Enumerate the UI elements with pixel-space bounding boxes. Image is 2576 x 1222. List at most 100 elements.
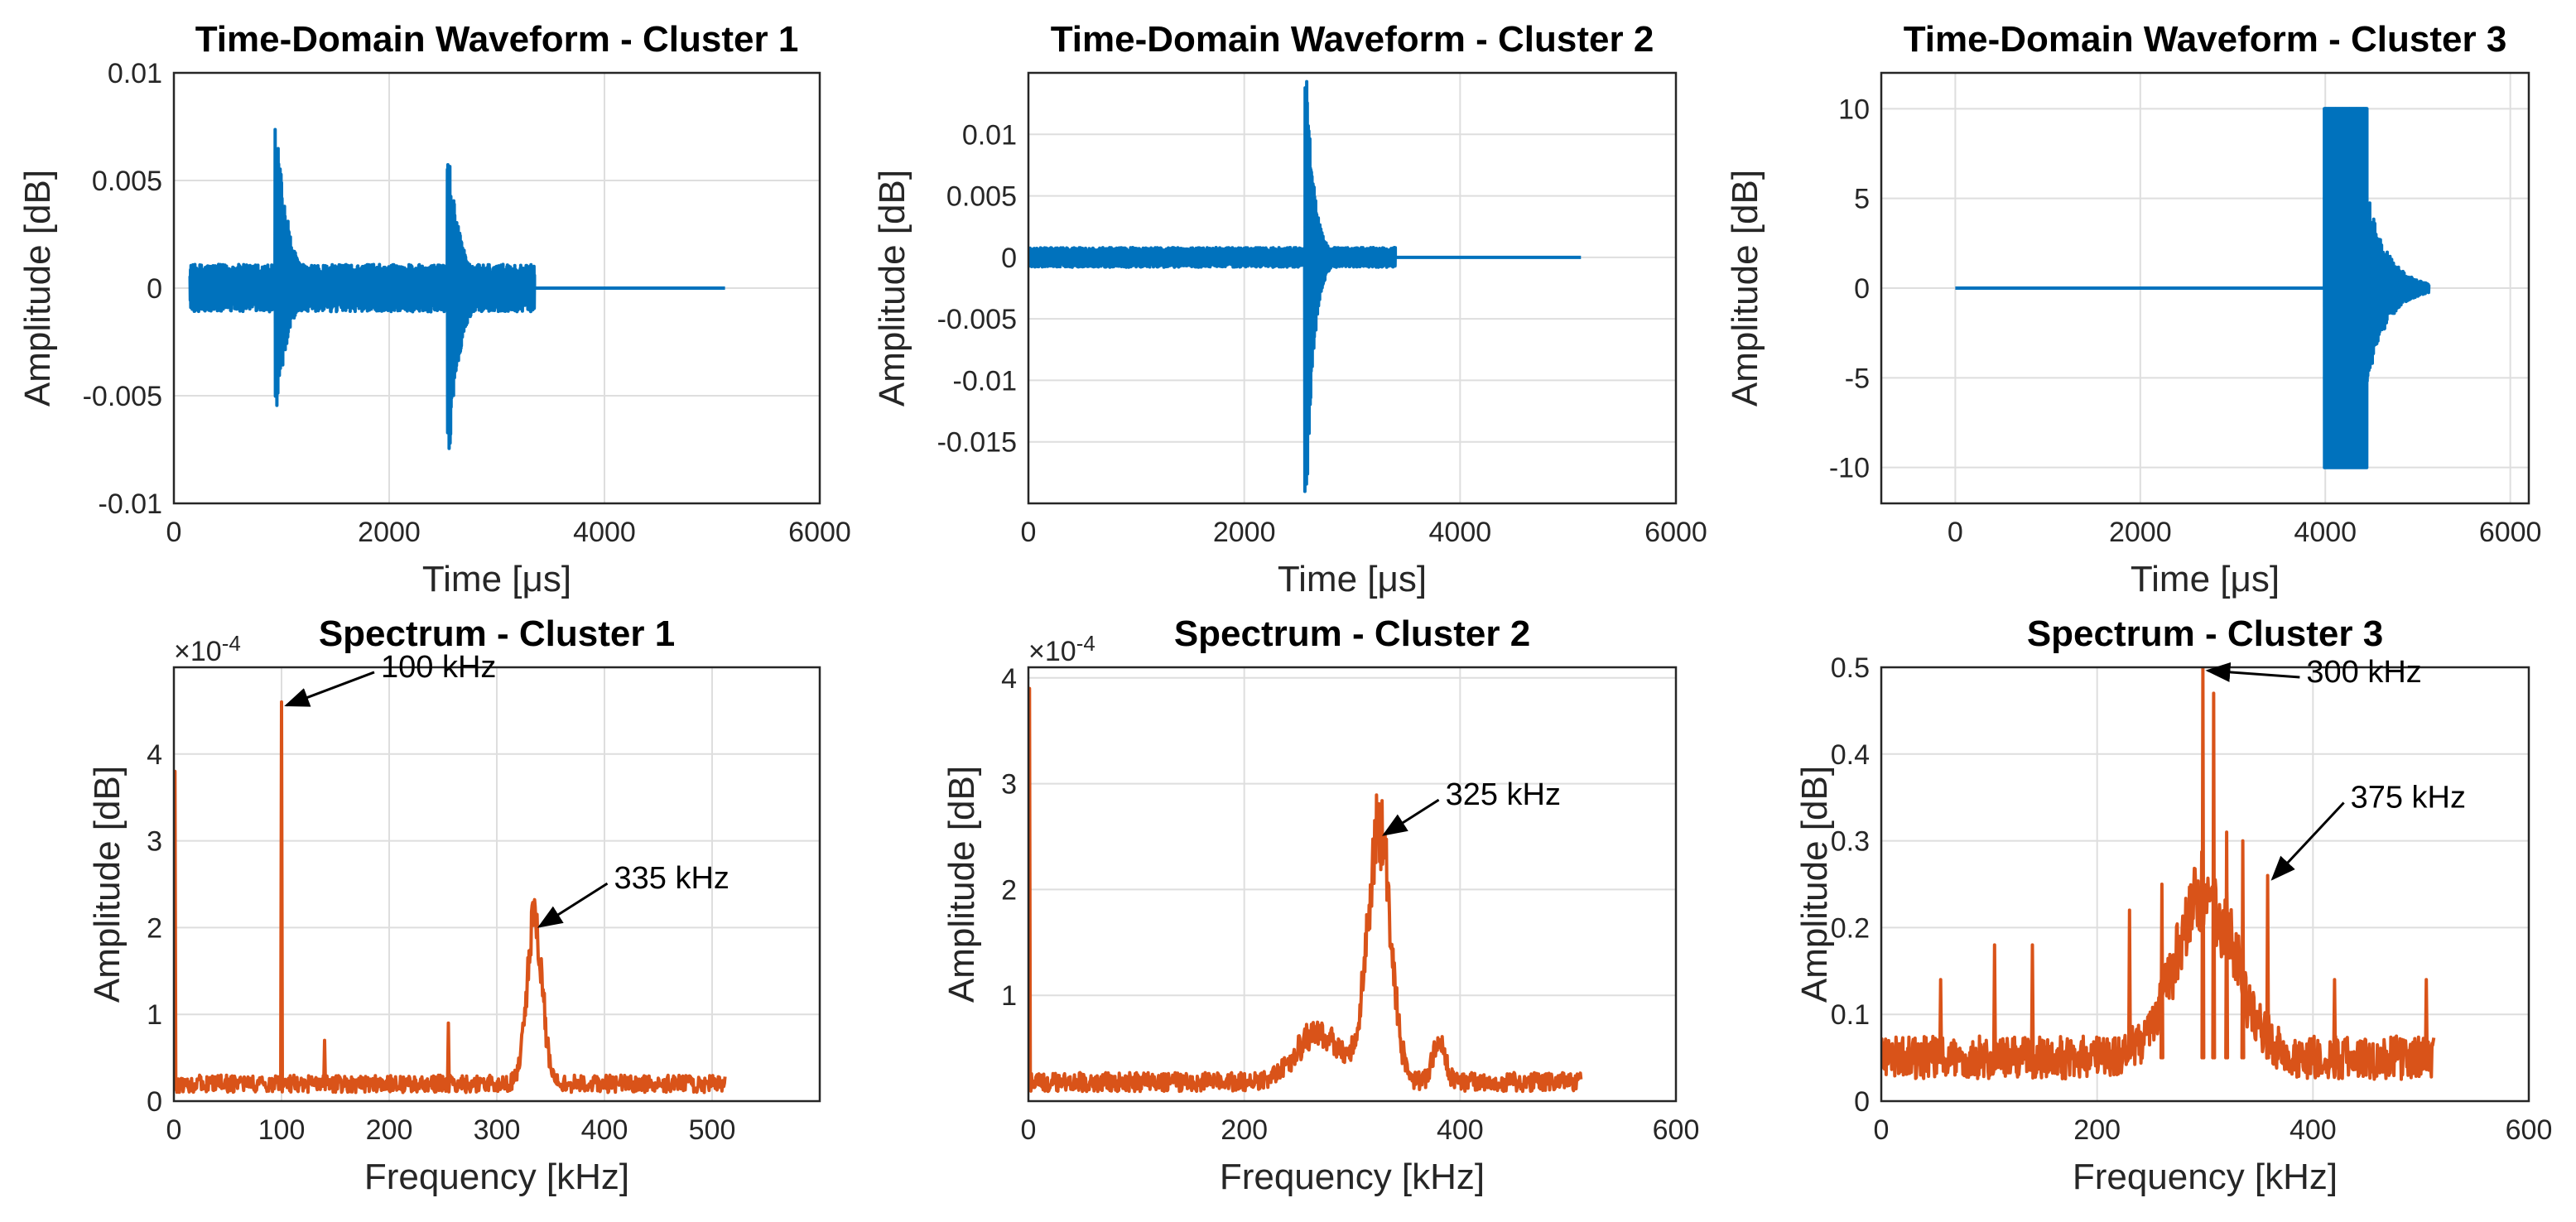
y-tick-label: 0.2 bbox=[1831, 912, 1870, 944]
x-tick-label: 0 bbox=[1021, 1114, 1037, 1146]
x-tick-label: 6000 bbox=[1644, 517, 1707, 548]
subplot-4: 0 100 200 300 400 500 0 1 2 3 4 Spectrum - Cluster … bbox=[87, 613, 821, 1197]
annotation-arrow bbox=[1382, 798, 1440, 836]
y-tick-label: 0.3 bbox=[1831, 826, 1870, 858]
y-tick-label: 0.005 bbox=[946, 181, 1017, 213]
axes-box bbox=[1880, 666, 2530, 1103]
y-tick-label: 0 bbox=[1854, 273, 1870, 305]
y-exponent-label: ×10-4 bbox=[1028, 631, 1095, 667]
annotation-arrow bbox=[2270, 801, 2345, 881]
chart-title: Time-Domain Waveform - Cluster 1 bbox=[195, 19, 799, 60]
annotation-label: 100 kHz bbox=[381, 650, 496, 685]
x-tick-label: 4000 bbox=[1429, 517, 1492, 548]
axes-box bbox=[1027, 666, 1678, 1103]
x-axis-label: Time [μs] bbox=[2131, 559, 2280, 599]
y-tick-label: 0.5 bbox=[1831, 652, 1870, 684]
x-axis-label: Frequency [kHz] bbox=[2073, 1157, 2338, 1197]
chart-title: Spectrum - Cluster 3 bbox=[2027, 613, 2383, 654]
y-tick-label: 0 bbox=[1854, 1086, 1870, 1118]
y-tick-label: 4 bbox=[147, 739, 162, 771]
x-tick-label: 2000 bbox=[1213, 517, 1276, 548]
y-tick-label: 5 bbox=[1854, 184, 1870, 215]
y-axis-label: Amplitude [dB] bbox=[872, 170, 912, 407]
x-axis-label: Frequency [kHz] bbox=[1220, 1157, 1485, 1197]
axes-box bbox=[172, 666, 821, 1103]
data-trace bbox=[1028, 79, 1582, 493]
y-tick-label: 2 bbox=[147, 912, 162, 944]
subplot-3: 0 2000 4000 6000 -10 -5 0 5 10 Time-Domain Wavefo… bbox=[1725, 19, 2541, 599]
data-trace bbox=[188, 127, 725, 450]
y-tick-label: -10 bbox=[1829, 453, 1870, 484]
y-axis-label: Amplitude [dB] bbox=[941, 766, 982, 1003]
annotation-label: 300 kHz bbox=[2306, 655, 2421, 690]
x-tick-label: 400 bbox=[581, 1114, 628, 1146]
y-tick-label: 4 bbox=[1001, 663, 1017, 695]
y-axis-label: Amplitude [dB] bbox=[17, 170, 58, 407]
x-tick-label: 500 bbox=[689, 1114, 736, 1146]
x-tick-label: 0 bbox=[1948, 517, 1963, 548]
chart-title: Time-Domain Waveform - Cluster 3 bbox=[1904, 19, 2507, 60]
x-tick-label: 400 bbox=[2290, 1114, 2337, 1146]
data-trace bbox=[1881, 667, 2436, 1081]
y-exponent-label: ×10-4 bbox=[174, 631, 241, 667]
y-axis-label: Amplitude [dB] bbox=[1794, 766, 1835, 1003]
subplot-1: 0 2000 4000 6000 -0.01 -0.005 0 0.005 0.01 Time-D… bbox=[17, 19, 851, 599]
y-tick-label: -0.005 bbox=[937, 304, 1017, 335]
x-tick-label: 300 bbox=[474, 1114, 521, 1146]
y-tick-label: -0.015 bbox=[937, 427, 1017, 459]
x-tick-label: 6000 bbox=[788, 517, 851, 548]
data-trace bbox=[174, 700, 727, 1095]
y-tick-label: -0.005 bbox=[83, 381, 162, 412]
x-tick-label: 2000 bbox=[2109, 517, 2172, 548]
annotation-arrow bbox=[284, 671, 375, 707]
annotation-label: 325 kHz bbox=[1446, 777, 1561, 812]
x-tick-label: 4000 bbox=[573, 517, 636, 548]
y-axis-label: Amplitude [dB] bbox=[1725, 170, 1765, 407]
x-tick-label: 2000 bbox=[358, 517, 421, 548]
y-axis-label: Amplitude [dB] bbox=[87, 766, 128, 1003]
y-tick-label: 0.4 bbox=[1831, 739, 1870, 771]
y-tick-label: 0.005 bbox=[92, 166, 162, 197]
y-tick-label: 0.1 bbox=[1831, 999, 1870, 1031]
subplot-2: 0 2000 4000 6000 -0.015 -0.01 -0.005 0 0.005 0.01… bbox=[872, 19, 1707, 599]
y-tick-label: 0.01 bbox=[108, 58, 162, 89]
annotation-label: 375 kHz bbox=[2351, 781, 2466, 815]
axes-box bbox=[1027, 71, 1678, 505]
annotation-arrow bbox=[537, 882, 609, 928]
x-axis-label: Time [μs] bbox=[1278, 559, 1427, 599]
x-tick-label: 200 bbox=[366, 1114, 413, 1146]
y-tick-label: -0.01 bbox=[99, 488, 163, 520]
y-tick-label: 1 bbox=[1001, 980, 1017, 1012]
y-tick-label: 2 bbox=[1001, 874, 1017, 906]
x-tick-label: 100 bbox=[258, 1114, 306, 1146]
y-tick-label: 0 bbox=[1001, 243, 1017, 274]
subplot-5: 0 200 400 600 1 2 3 4 Spectrum - Cluster 2 Freque… bbox=[941, 613, 1699, 1197]
data-trace bbox=[1028, 686, 1583, 1094]
x-tick-label: 0 bbox=[1021, 517, 1037, 548]
x-tick-label: 600 bbox=[2506, 1114, 2553, 1146]
chart-title: Spectrum - Cluster 1 bbox=[319, 613, 675, 654]
y-tick-label: -0.01 bbox=[953, 365, 1018, 397]
x-tick-label: 0 bbox=[166, 1114, 182, 1146]
y-tick-label: 0 bbox=[147, 273, 162, 305]
x-tick-label: 0 bbox=[1874, 1114, 1890, 1146]
x-tick-label: 4000 bbox=[2294, 517, 2357, 548]
annotation-arrow bbox=[2205, 662, 2300, 682]
x-axis-label: Time [μs] bbox=[422, 559, 571, 599]
data-trace bbox=[1955, 107, 2431, 469]
x-tick-label: 600 bbox=[1653, 1114, 1700, 1146]
x-axis-label: Frequency [kHz] bbox=[364, 1157, 629, 1197]
y-tick-label: 0.01 bbox=[962, 119, 1017, 151]
x-tick-label: 0 bbox=[166, 517, 182, 548]
y-tick-label: 3 bbox=[147, 826, 162, 858]
chart-title: Time-Domain Waveform - Cluster 2 bbox=[1051, 19, 1654, 60]
y-tick-label: 3 bbox=[1001, 769, 1017, 801]
axes-box bbox=[1880, 71, 2530, 505]
annotation-label: 335 kHz bbox=[614, 861, 729, 896]
x-tick-label: 400 bbox=[1437, 1114, 1484, 1146]
axes-box bbox=[172, 71, 821, 505]
x-tick-label: 200 bbox=[2073, 1114, 2121, 1146]
y-tick-label: 1 bbox=[147, 999, 162, 1031]
y-tick-label: -5 bbox=[1845, 363, 1870, 394]
subplot-6: 0 200 400 600 0 0.1 0.2 0.3 0.4 0.5 Spectrum - Clu… bbox=[1794, 613, 2552, 1197]
